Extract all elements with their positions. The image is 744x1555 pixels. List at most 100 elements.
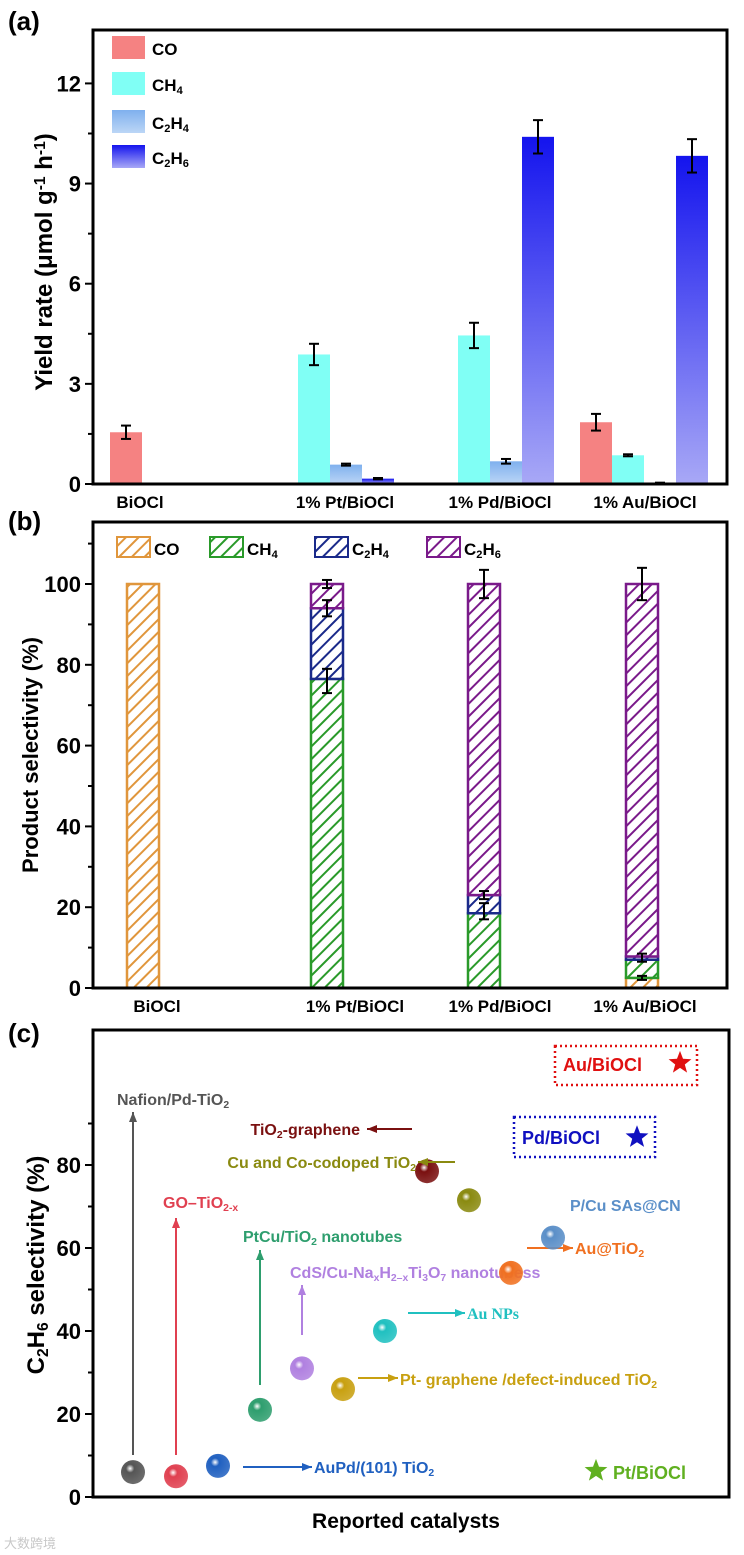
bar [362, 478, 394, 484]
plot-frame [91, 520, 729, 990]
x-tick-label: 1% Pt/BiOCl [306, 997, 404, 1016]
arrow-head-icon [172, 1218, 180, 1228]
x-tick-label: BiOCl [133, 997, 180, 1016]
bar [676, 155, 708, 484]
x-tick-label: 1% Pd/BiOCl [449, 493, 552, 512]
stacked-bar-segment [125, 582, 161, 990]
arrow-head-icon [388, 1374, 398, 1382]
bar [110, 432, 142, 484]
bar [522, 136, 554, 484]
data-point [206, 1453, 230, 1478]
y-tick-label: 80 [57, 653, 81, 678]
y-tick-label: 0 [69, 976, 81, 1001]
y-tick-label: 80 [57, 1153, 81, 1178]
data-point [290, 1356, 314, 1381]
stacked-bar-segment [309, 677, 345, 990]
y-tick-label: 60 [57, 734, 81, 759]
legend-swatch [112, 72, 145, 95]
legend-swatch [426, 536, 461, 558]
this-work-label: Pd/BiOCl [522, 1128, 600, 1148]
y-tick-label: 0 [69, 472, 81, 497]
arrow-head-icon [298, 1285, 306, 1295]
legend-label: CO [154, 540, 180, 559]
star-icon [668, 1050, 692, 1073]
arrow-head-icon [455, 1309, 465, 1317]
panel-a-yield-rate-chart: 0 3 6 9 12 BiOCl 1% Pt/BiOCl 1% Pd/BiOCl 1% Au/B… [31, 28, 729, 512]
legend-label: CH4 [247, 540, 279, 561]
panel-a-label: (a) [8, 6, 40, 36]
this-work-label: Pt/BiOCl [613, 1463, 686, 1483]
data-point [499, 1260, 523, 1285]
panel-c-comparison-chart: Nafion/Pd-TiO2 GO–TiO2-x AuPd/(101) TiO2 Pt… [23, 1028, 731, 1533]
legend-label: CO [152, 40, 178, 59]
bar [490, 461, 522, 484]
stacked-bar-segment [466, 582, 502, 897]
arrow-head-icon [563, 1244, 573, 1252]
legend-label: C2H6 [152, 149, 189, 170]
y-tick-label: 100 [44, 572, 81, 597]
legend-label: CH4 [152, 76, 184, 97]
stacked-bar-segment [624, 582, 660, 958]
bar [580, 422, 612, 484]
plot-frame [91, 28, 729, 486]
bar [612, 455, 644, 484]
panel-b-selectivity-chart: 0 20 40 60 80 100 BiOCl 1% Pt/BiOCl 1% Pd/BiOCl 1… [18, 520, 729, 1016]
point-label: PtCu/TiO2 nanotubes [243, 1229, 402, 1248]
data-point [331, 1377, 355, 1402]
y-tick-label: 12 [57, 71, 81, 96]
watermark: 大数跨境 [4, 1536, 56, 1551]
arrow-head-icon [418, 1158, 428, 1166]
x-tick-label: 1% Au/BiOCl [593, 493, 696, 512]
point-label: Au NPs [467, 1306, 519, 1323]
x-axis-label: Reported catalysts [312, 1510, 500, 1533]
arrow-head-icon [256, 1250, 264, 1260]
this-work-label: Au/BiOCl [563, 1055, 642, 1075]
arrow-head-icon [302, 1463, 312, 1471]
panel-c-label: (c) [8, 1018, 40, 1048]
legend-swatch [112, 145, 145, 168]
y-tick-label: 20 [57, 1402, 81, 1427]
data-point [248, 1397, 272, 1422]
y-axis-label: Product selectivity (%) [18, 637, 43, 873]
data-point [457, 1188, 481, 1213]
x-tick-label: 1% Pt/BiOCl [296, 493, 394, 512]
arrow-head-icon [129, 1112, 137, 1122]
legend-label: C2H4 [352, 540, 390, 561]
x-tick-label: BiOCl [116, 493, 163, 512]
data-point [164, 1464, 188, 1489]
data-point [121, 1460, 145, 1485]
arrow-head-icon [367, 1125, 377, 1133]
point-label: GO–TiO2-x [163, 1195, 238, 1214]
x-tick-label: 1% Pd/BiOCl [449, 997, 552, 1016]
star-icon [584, 1458, 608, 1481]
highlight-box [512, 1115, 657, 1159]
plot-frame [91, 1028, 731, 1499]
legend-swatch [314, 536, 349, 558]
highlight-box [553, 1044, 699, 1087]
y-tick-label: 20 [57, 895, 81, 920]
stacked-bar-segment [466, 912, 502, 990]
y-tick-label: 0 [69, 1485, 81, 1510]
legend-swatch [112, 36, 145, 59]
legend-label: C2H4 [152, 114, 190, 135]
y-tick-label: 9 [69, 172, 81, 197]
data-point [373, 1319, 397, 1343]
y-tick-label: 40 [57, 1319, 81, 1344]
point-label: Au@TiO2 [575, 1241, 644, 1260]
point-label: Cu and Co-codoped TiO2 [227, 1155, 416, 1174]
point-label: AuPd/(101) TiO2 [314, 1460, 434, 1479]
legend-swatch [112, 110, 145, 133]
star-icon [625, 1125, 649, 1147]
y-axis-label: Yield rate (μmol g-1 h-1) [31, 133, 58, 391]
y-tick-label: 6 [69, 272, 81, 297]
y-axis-label: C2H6 selectivity (%) [23, 1156, 52, 1375]
legend-label: C2H6 [464, 540, 501, 561]
y-tick-label: 40 [57, 814, 81, 839]
panel-b-label: (b) [8, 506, 41, 536]
point-label: Pt- graphene /defect-induced TiO2 [400, 1372, 657, 1391]
bar [298, 354, 330, 484]
data-point [415, 1159, 439, 1184]
data-point [541, 1225, 565, 1250]
legend-swatch [116, 536, 151, 558]
